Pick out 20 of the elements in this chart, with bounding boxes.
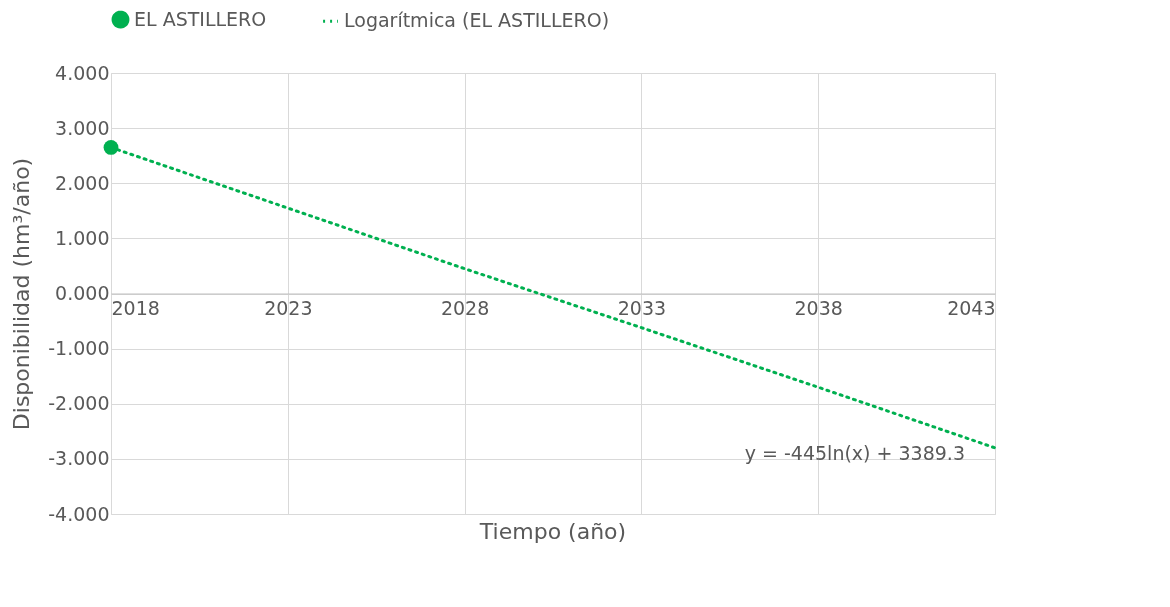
legend-label: Logarítmica (EL ASTILLERO) [344,9,610,32]
annotation: y = -445ln(x) + 3389.3 [744,442,965,465]
y-tick-label: -1.000 [48,337,110,360]
y-tick-label: 1.000 [55,226,110,249]
y-tick-label: -3.000 [48,447,110,470]
x-axis-title: Tiempo (año) [478,519,627,544]
y-tick-label: 0.000 [55,282,110,304]
x-tick-label: 2023 [264,297,313,319]
x-tick-label: 2018 [111,297,160,319]
x-tick-label: 2028 [440,297,490,319]
y-axis-title: Disponibilidad (hm³/año) [9,157,35,431]
x-tick-label: 2043 [947,297,996,319]
x-tick-label: 2038 [794,297,843,319]
y-tick-label: 3.000 [55,116,110,139]
y-tick-label: -2.000 [48,392,110,415]
y-tick-label: 2.000 [55,171,110,194]
x-tick-label: 2033 [617,297,667,319]
legend-label: EL ASTILLERO [134,7,267,30]
y-tick-label: 4.000 [55,61,110,84]
y-tick-label: -4.000 [48,502,110,525]
